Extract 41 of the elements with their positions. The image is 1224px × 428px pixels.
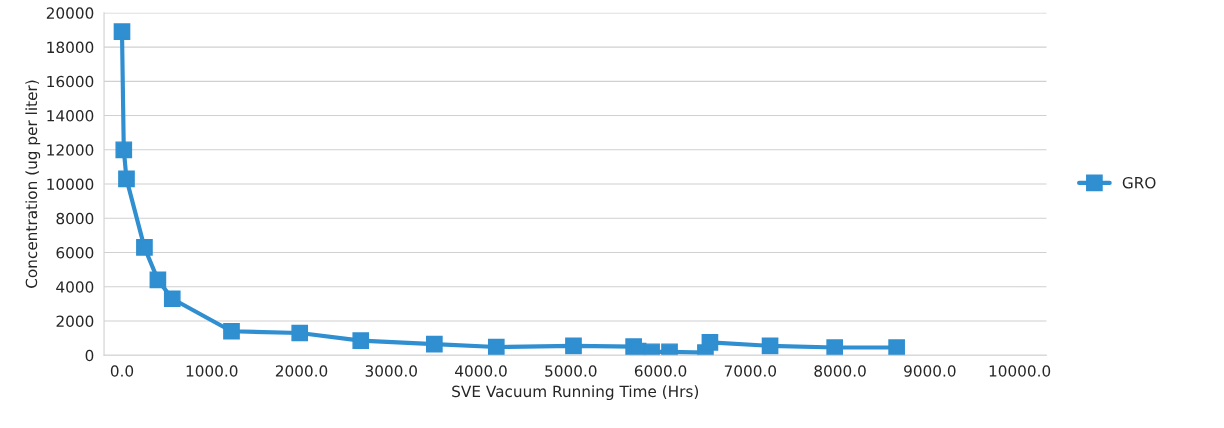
y-tick-label: 8000 xyxy=(56,212,94,225)
y-tick-label: 6000 xyxy=(56,246,94,259)
y-tick-label: 18000 xyxy=(47,41,94,54)
x-tick-label: 2000.0 xyxy=(275,365,328,377)
y-tick-label: 2000 xyxy=(56,315,94,328)
point xyxy=(352,332,370,350)
y-axis-title: Concentration (ug per liter) xyxy=(25,80,41,288)
point xyxy=(223,322,240,340)
x-tick-label: 7000.0 xyxy=(724,365,777,377)
x-tick-label: 9000.0 xyxy=(904,365,956,377)
x-tick-label: 1000.0 xyxy=(186,365,238,377)
point xyxy=(761,337,779,355)
x-tick-label: 0.0 xyxy=(110,365,134,377)
y-tick-label: 20000 xyxy=(46,7,94,19)
y-tick-label: 12000 xyxy=(47,144,94,156)
y-tick-label: 4000 xyxy=(56,281,94,293)
point xyxy=(149,271,167,289)
x-tick-label: 8000.0 xyxy=(814,365,866,377)
point xyxy=(115,141,133,159)
point xyxy=(118,170,135,188)
x-tick-label: 4000.0 xyxy=(455,365,507,377)
point xyxy=(113,23,131,41)
legend-label: GRO xyxy=(1122,176,1156,189)
x-axis-title: SVE Vacuum Running Time (Hrs) xyxy=(452,385,699,401)
point xyxy=(426,335,443,353)
x-tick-label: 10000.0 xyxy=(989,365,1051,377)
x-tick-label: 6000.0 xyxy=(634,365,687,377)
point xyxy=(291,324,309,342)
x-tick-label: 3000.0 xyxy=(365,365,417,377)
y-tick-label: 14000 xyxy=(47,110,94,122)
point xyxy=(136,239,153,256)
y-tick-label: 10000 xyxy=(47,178,94,191)
point xyxy=(888,339,905,356)
point xyxy=(487,338,505,356)
point xyxy=(701,334,719,351)
point xyxy=(565,337,582,355)
point xyxy=(163,290,181,308)
point xyxy=(826,339,844,356)
x-tick-label: 5000.0 xyxy=(545,365,597,377)
y-tick-label: 0 xyxy=(85,349,94,362)
y-tick-label: 16000 xyxy=(47,75,94,88)
